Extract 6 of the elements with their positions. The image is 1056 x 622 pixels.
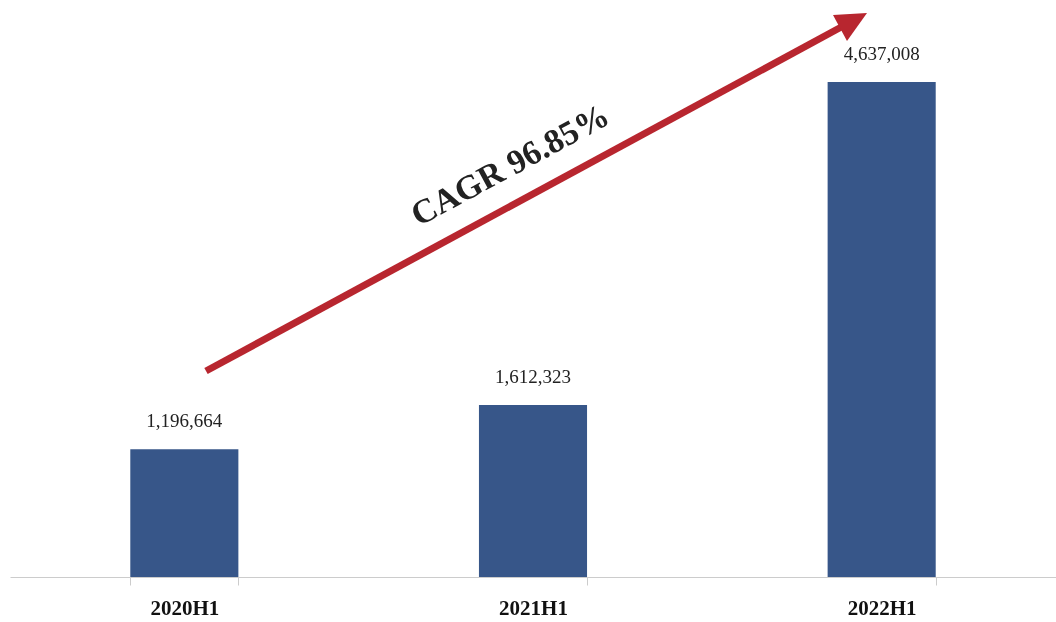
data-label: 1,196,664 [146, 410, 223, 432]
x-tick-label: 2020H1 [150, 595, 220, 620]
x-tick-label: 2022H1 [847, 595, 917, 620]
x-tick-label: 2021H1 [499, 595, 568, 620]
data-label: 1,612,323 [495, 365, 571, 387]
data-label: 4,637,008 [843, 43, 920, 64]
